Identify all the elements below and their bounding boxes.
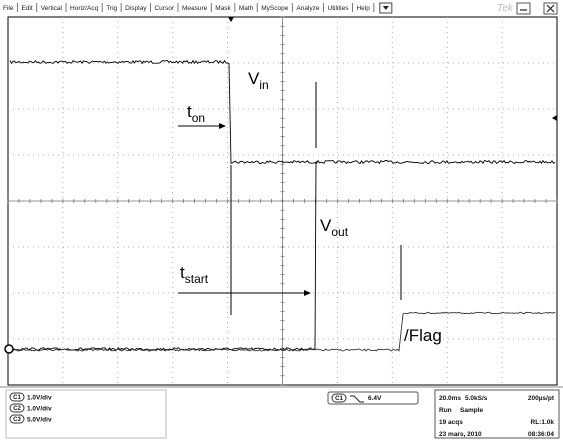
menu-item[interactable]: Measure (182, 5, 208, 12)
label-flag: /Flag (404, 326, 442, 345)
menu-item[interactable]: Horiz/Acq (70, 5, 99, 12)
menu-item[interactable]: Cursor (154, 5, 174, 12)
record-length: RL:1.0k (531, 419, 555, 426)
dropdown-arrow (382, 6, 389, 10)
close-button[interactable] (543, 2, 558, 15)
arrow-head (304, 290, 311, 296)
channel-panel: C1 1.0V/div C2 1.0V/div C3 5.0V/div (5, 389, 167, 439)
trigger-readout[interactable]: C1 6.4V (327, 391, 419, 405)
waveforms (9, 59, 556, 352)
channel-readout[interactable]: C3 5.0V/div (9, 414, 52, 424)
menu-item[interactable]: Help (356, 5, 370, 12)
label-vin: Vin (248, 69, 269, 92)
channel-name: C2 (13, 406, 21, 412)
acq-count: 19 acqs (439, 419, 463, 426)
trigger-channel: C1 (335, 396, 343, 402)
sample-rate: 5.0kS/s (465, 395, 488, 402)
trigger-level: 6.4V (368, 395, 382, 402)
timebase: 20.0ms (439, 395, 461, 402)
ground-marker (4, 344, 14, 354)
label-tstart: tstart (180, 263, 209, 286)
minimize-button[interactable] (516, 2, 531, 15)
brand-logo: Tek (497, 3, 514, 14)
channel-pill (9, 414, 25, 424)
acq-mode: Sample (460, 407, 484, 414)
slope-icon (350, 395, 364, 403)
menu-item[interactable]: File (3, 5, 14, 12)
run-state: Run (439, 407, 452, 414)
channel-scale: 5.0V/div (27, 417, 52, 424)
channel-readout[interactable]: C1 1.0V/div (9, 392, 52, 402)
channel-box (5, 389, 167, 439)
menu-bar: File Edit Vertical Horiz/Acq Trig Display Curs… (3, 2, 393, 14)
menu-item[interactable]: Utilities (328, 5, 350, 12)
waveform-flag (12, 311, 556, 352)
date: 23 mars, 2010 (439, 431, 482, 438)
menu-item[interactable]: Trig (106, 5, 117, 12)
menu-item[interactable]: Analyze (296, 5, 320, 12)
time: 08:36:04 (528, 431, 554, 438)
arrow-head (219, 123, 226, 129)
channel-name: C1 (13, 395, 21, 401)
trigger-level-marker (552, 115, 557, 121)
channel-name: C3 (13, 417, 21, 423)
menu-item[interactable]: Edit (21, 5, 32, 12)
label-ton: ton (187, 102, 205, 125)
resolution: 200µs/pt (528, 395, 555, 402)
acquisition-readout[interactable]: 20.0ms 5.0kS/s 200µs/pt Run Sample 19 ac… (434, 389, 560, 439)
menu-item[interactable]: MyScope (261, 5, 288, 12)
menu-item[interactable]: Display (125, 5, 147, 12)
waveform-vin (9, 59, 556, 165)
trigger-position-marker (228, 17, 234, 22)
channel-readout[interactable]: C2 1.0V/div (9, 403, 52, 413)
channel-scale: 1.0V/div (27, 395, 52, 402)
channel-pill (9, 392, 25, 402)
menu-item[interactable]: Math (239, 5, 254, 12)
graticule (4, 16, 558, 386)
label-vout: Vout (320, 216, 349, 239)
menu-item[interactable]: Mask (215, 5, 231, 12)
channel-scale: 1.0V/div (27, 406, 52, 413)
channel-pill (9, 403, 25, 413)
annotations: Vin ton Vout tstart /Flag (178, 69, 442, 345)
menu-item[interactable]: Vertical (41, 5, 63, 12)
